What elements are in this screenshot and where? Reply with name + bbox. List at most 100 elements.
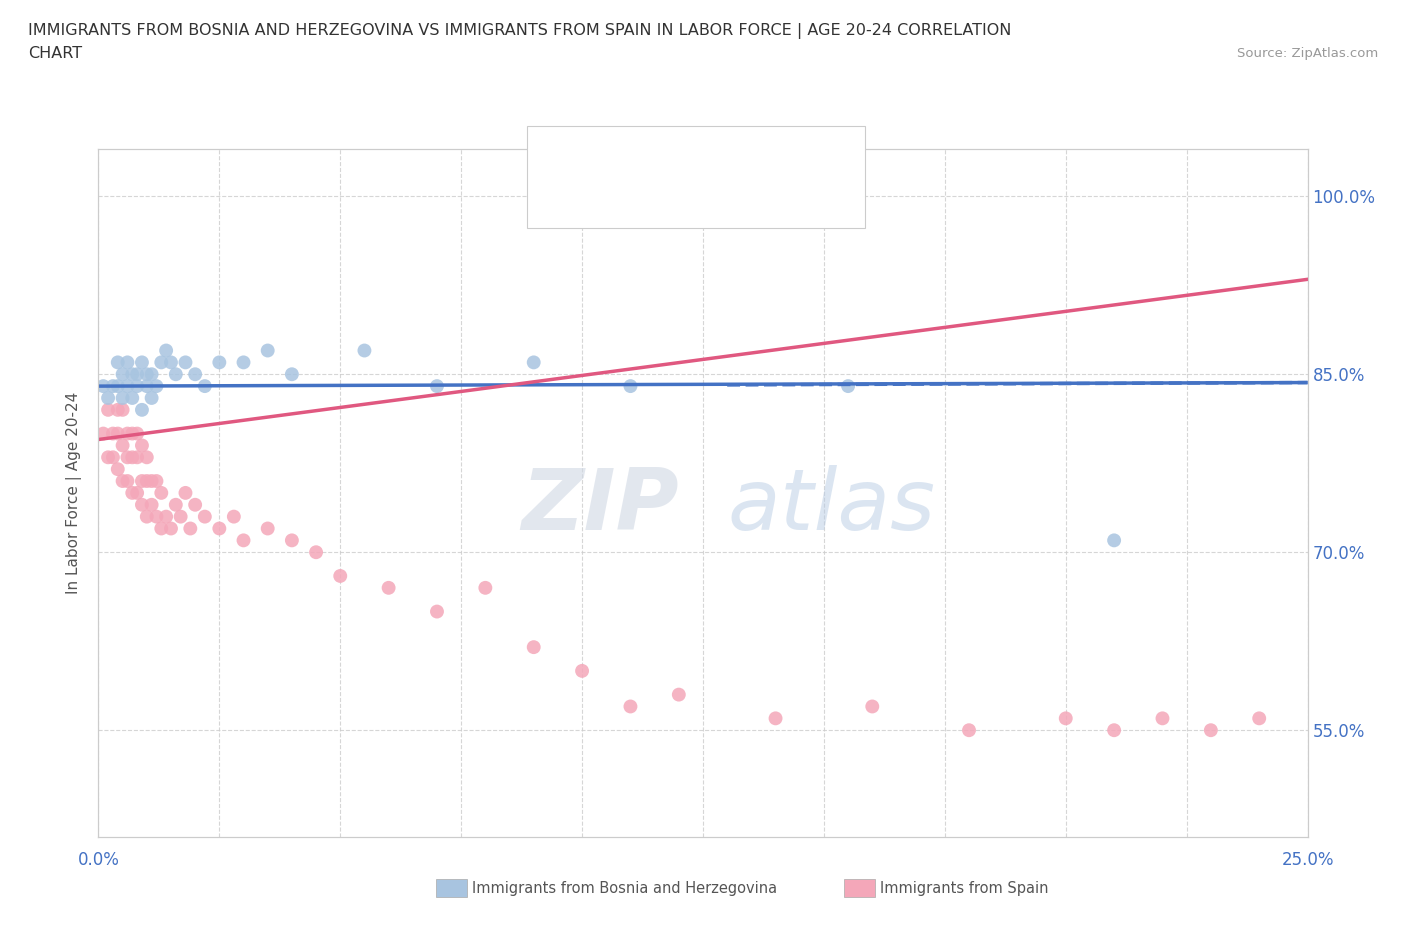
Point	[208, 355, 231, 370]
Text: ZIP: ZIP	[522, 465, 679, 548]
Point	[121, 391, 143, 405]
Point	[256, 343, 278, 358]
Point	[426, 604, 449, 619]
Point	[571, 663, 593, 678]
Point	[1102, 533, 1125, 548]
Point	[523, 640, 546, 655]
Text: R = 0.144   N = 62: R = 0.144 N = 62	[588, 184, 773, 203]
Point	[141, 498, 163, 512]
Point	[232, 533, 254, 548]
Point	[150, 355, 173, 370]
Point	[619, 699, 641, 714]
Point	[117, 473, 139, 488]
Point	[131, 438, 153, 453]
Point	[121, 485, 143, 500]
Point	[145, 379, 167, 393]
Point	[194, 379, 217, 393]
Point	[91, 426, 114, 441]
Point	[91, 379, 114, 393]
Point	[127, 485, 149, 500]
Point	[135, 510, 157, 525]
Point	[145, 473, 167, 488]
Point	[174, 355, 197, 370]
Point	[1054, 711, 1077, 725]
Point	[127, 366, 149, 381]
Point	[131, 498, 153, 512]
Point	[131, 473, 153, 488]
Point	[111, 391, 134, 405]
Text: Source: ZipAtlas.com: Source: ZipAtlas.com	[1237, 46, 1378, 60]
Point	[160, 355, 183, 370]
Point	[160, 521, 183, 536]
Point	[169, 510, 191, 525]
Point	[121, 426, 143, 441]
Point	[141, 473, 163, 488]
Point	[256, 521, 278, 536]
Point	[101, 379, 124, 393]
Point	[127, 379, 149, 393]
Point	[135, 450, 157, 465]
Point	[377, 580, 399, 595]
Bar	[547, 179, 578, 208]
Point	[97, 450, 120, 465]
Point	[150, 521, 173, 536]
Point	[127, 450, 149, 465]
Point	[111, 473, 134, 488]
Text: R = 0.016   N = 37: R = 0.016 N = 37	[588, 146, 773, 166]
Point	[619, 379, 641, 393]
Bar	[547, 140, 578, 170]
Point	[165, 366, 187, 381]
Point	[179, 521, 201, 536]
Point	[131, 403, 153, 418]
Point	[117, 379, 139, 393]
Point	[165, 498, 187, 512]
Point	[107, 461, 129, 476]
Text: 0.0%: 0.0%	[77, 851, 120, 870]
Point	[141, 366, 163, 381]
Point	[97, 391, 120, 405]
Point	[107, 379, 129, 393]
Point	[184, 498, 207, 512]
Point	[121, 366, 143, 381]
Point	[1152, 711, 1174, 725]
Text: CHART: CHART	[28, 46, 82, 61]
Point	[117, 450, 139, 465]
Text: Immigrants from Spain: Immigrants from Spain	[880, 881, 1049, 896]
Point	[117, 355, 139, 370]
Point	[281, 533, 304, 548]
Point	[174, 485, 197, 500]
Point	[131, 355, 153, 370]
Point	[860, 699, 883, 714]
Point	[474, 580, 496, 595]
Point	[150, 485, 173, 500]
Point	[837, 379, 859, 393]
Point	[135, 379, 157, 393]
Point	[111, 438, 134, 453]
Point	[208, 521, 231, 536]
Point	[141, 391, 163, 405]
Point	[135, 473, 157, 488]
Point	[127, 426, 149, 441]
Point	[523, 355, 546, 370]
Point	[155, 343, 177, 358]
Text: Immigrants from Bosnia and Herzegovina: Immigrants from Bosnia and Herzegovina	[472, 881, 778, 896]
Point	[117, 426, 139, 441]
Point	[97, 403, 120, 418]
Point	[107, 426, 129, 441]
Point	[1199, 723, 1222, 737]
Point	[329, 568, 352, 583]
Y-axis label: In Labor Force | Age 20-24: In Labor Force | Age 20-24	[66, 392, 83, 594]
Point	[194, 510, 217, 525]
Point	[101, 450, 124, 465]
Point	[111, 366, 134, 381]
Point	[135, 366, 157, 381]
Point	[107, 403, 129, 418]
Point	[145, 510, 167, 525]
Point	[765, 711, 787, 725]
Point	[155, 510, 177, 525]
Point	[222, 510, 245, 525]
Point	[111, 403, 134, 418]
Point	[232, 355, 254, 370]
Point	[668, 687, 690, 702]
Point	[101, 426, 124, 441]
